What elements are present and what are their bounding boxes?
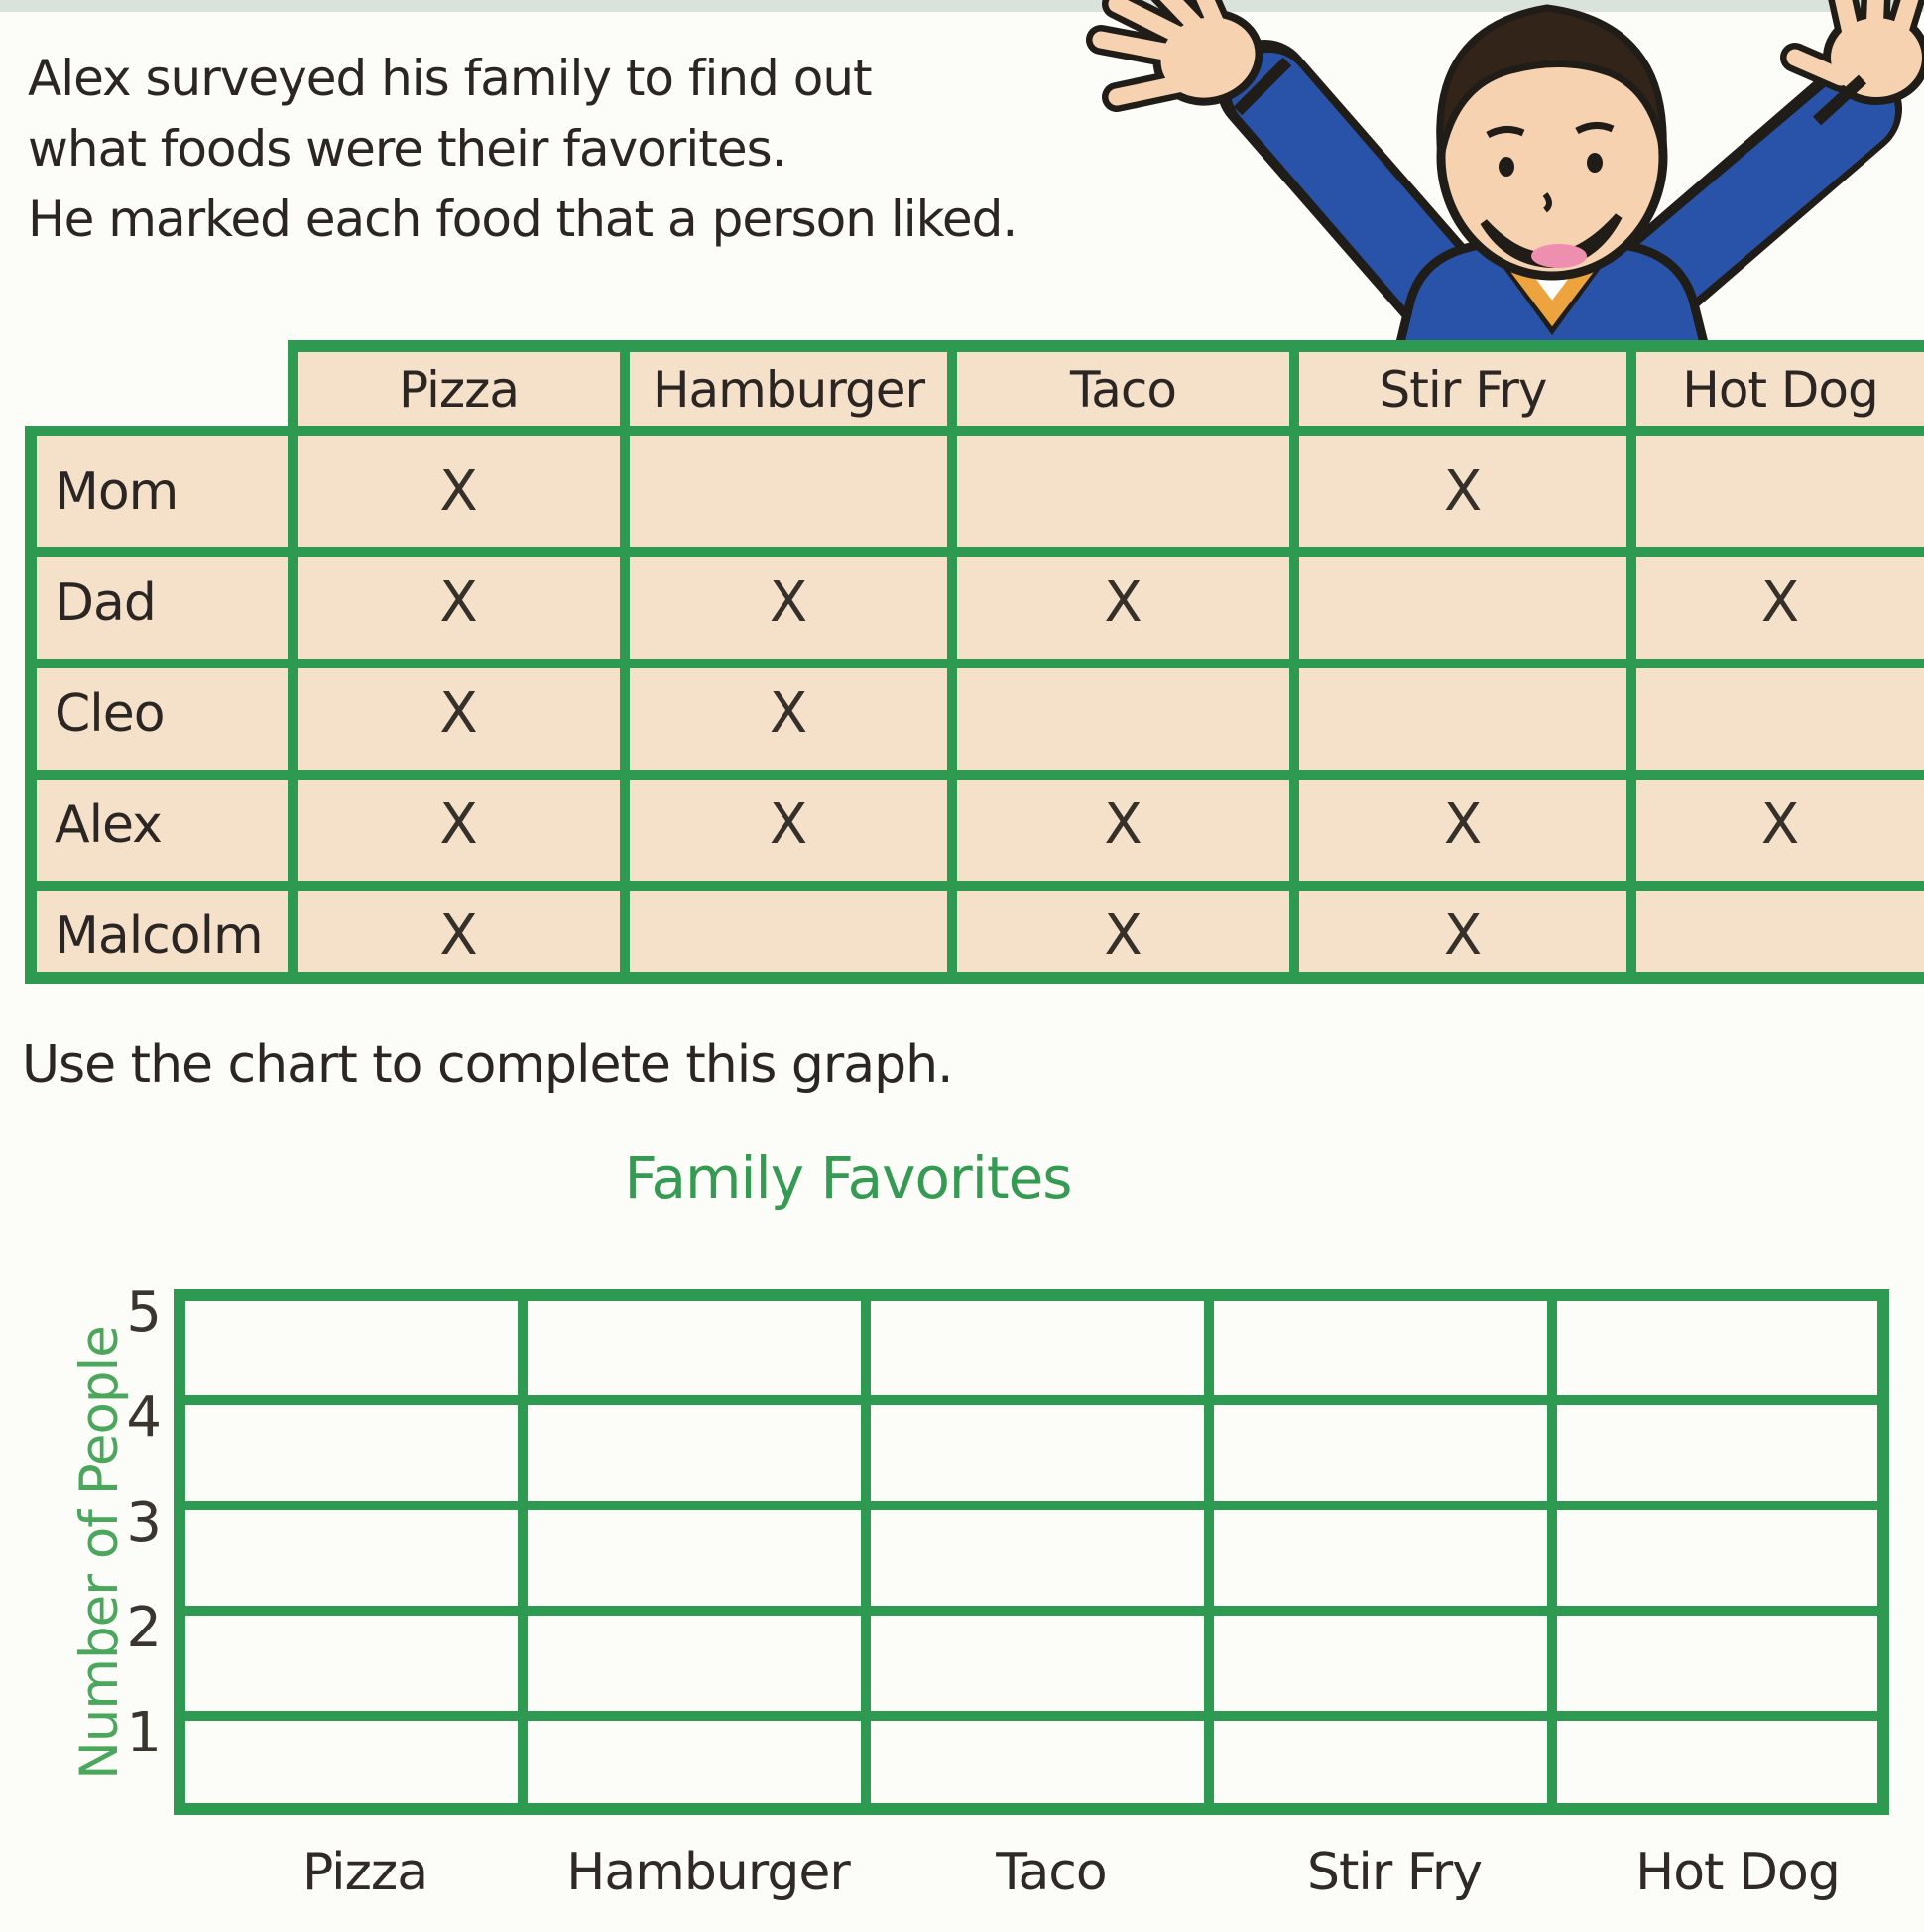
y-tick-1: 1 — [126, 1701, 162, 1765]
y-tick-2: 2 — [126, 1596, 162, 1660]
table-mark-dad-taco: X — [1104, 570, 1142, 635]
graph-gridline-vertical — [1547, 1301, 1557, 1803]
table-header-pizza: Pizza — [398, 361, 520, 419]
table-row-name-dad: Dad — [55, 573, 157, 633]
boy-nose — [1542, 192, 1552, 213]
boy-left-eyebrow — [1486, 126, 1525, 139]
graph-gridline-horizontal — [185, 1395, 1877, 1405]
boy-left-cuff — [1233, 57, 1292, 116]
table-column-divider — [1626, 340, 1636, 984]
graph-gridline-vertical — [1204, 1301, 1214, 1803]
table-mark-dad-pizza: X — [439, 570, 478, 635]
boy-left-arm — [1231, 53, 1487, 336]
table-column-divider — [288, 340, 298, 984]
table-row-name-malcolm: Malcolm — [55, 906, 264, 966]
table-mark-alex-hot-dog: X — [1760, 792, 1800, 857]
table-mark-alex-pizza: X — [439, 792, 478, 857]
intro-line-3: He marked each food that a person liked. — [28, 190, 1018, 248]
table-mark-malcolm-taco: X — [1104, 904, 1142, 968]
y-tick-4: 4 — [126, 1386, 162, 1450]
table-row-divider — [25, 547, 1924, 557]
table-header-background — [288, 340, 1924, 426]
x-label-pizza: Pizza — [301, 1843, 428, 1902]
y-axis-label: Number of People — [69, 1326, 130, 1780]
graph-gridline-vertical — [518, 1301, 528, 1803]
table-row-name-mom: Mom — [55, 462, 179, 522]
table-border-bottom — [25, 972, 1924, 984]
table-mark-alex-taco: X — [1104, 792, 1142, 857]
graph-title: Family Favorites — [624, 1145, 1072, 1212]
x-axis-labels: Pizza Hamburger Taco Stir Fry Hot Dog — [193, 1843, 1909, 1902]
table-mark-mom-stir-fry: X — [1443, 459, 1483, 524]
boy-hair — [1436, 4, 1667, 158]
table-mark-cleo-pizza: X — [439, 681, 478, 746]
table-header-hamburger: Hamburger — [652, 361, 925, 419]
boy-right-cuff — [1812, 74, 1867, 126]
x-label-taco: Taco — [996, 1843, 1107, 1902]
table-mark-dad-hamburger: X — [769, 570, 808, 635]
table-body-background — [25, 426, 1924, 984]
table-row-name-cleo: Cleo — [55, 684, 166, 744]
graph-grid — [174, 1289, 1889, 1815]
graph-gridline-horizontal — [185, 1606, 1877, 1616]
survey-table: Pizza Hamburger Taco Stir Fry Hot Dog Mom X X Da… — [25, 340, 1924, 984]
table-row-name-alex: Alex — [55, 795, 163, 855]
table-column-divider — [620, 340, 630, 984]
table-column-divider — [1289, 340, 1299, 984]
table-row-divider — [25, 659, 1924, 668]
graph-gridline-horizontal — [185, 1501, 1877, 1510]
table-mark-cleo-hamburger: X — [769, 681, 808, 746]
boy-left-fingers — [1092, 0, 1227, 106]
table-mark-dad-hot-dog: X — [1760, 570, 1800, 635]
boy-cheering-illustration — [1086, 0, 1924, 359]
intro-text: Alex surveyed his family to find out wha… — [28, 44, 1018, 255]
table-mark-malcolm-stir-fry: X — [1443, 904, 1483, 968]
table-row-divider — [25, 881, 1924, 891]
table-header-divider — [25, 426, 1924, 436]
table-mark-alex-stir-fry: X — [1443, 792, 1483, 857]
x-label-hamburger: Hamburger — [566, 1843, 850, 1902]
graph-gridline-horizontal — [185, 1711, 1877, 1721]
scan-top-strip — [0, 0, 1924, 12]
x-label-hotdog: Hot Dog — [1635, 1843, 1841, 1902]
x-label-stirfry: Stir Fry — [1306, 1843, 1483, 1902]
y-tick-3: 3 — [126, 1491, 162, 1555]
intro-line-2: what foods were their favorites. — [28, 120, 787, 178]
table-mark-alex-hamburger: X — [769, 792, 808, 857]
table-mark-mom-pizza: X — [439, 459, 478, 524]
table-header-stir-fry: Stir Fry — [1379, 361, 1548, 419]
table-border-top — [288, 340, 1924, 352]
instruction-text: Use the chart to complete this graph. — [22, 1035, 954, 1095]
table-border-left — [25, 426, 37, 984]
intro-line-1: Alex surveyed his family to find out — [28, 50, 873, 107]
table-header-hot-dog: Hot Dog — [1682, 361, 1879, 419]
y-tick-5: 5 — [126, 1280, 162, 1345]
boy-right-eye — [1587, 153, 1603, 173]
table-header-taco: Taco — [1070, 361, 1177, 419]
boy-left-eye — [1499, 157, 1514, 177]
graph-gridline-vertical — [861, 1301, 871, 1803]
table-mark-malcolm-pizza: X — [439, 904, 478, 968]
table-column-divider — [947, 340, 957, 984]
table-row-divider — [25, 770, 1924, 780]
boy-tongue — [1531, 244, 1587, 268]
boy-right-eyebrow — [1575, 122, 1615, 135]
boy-right-fingers — [1786, 0, 1919, 86]
